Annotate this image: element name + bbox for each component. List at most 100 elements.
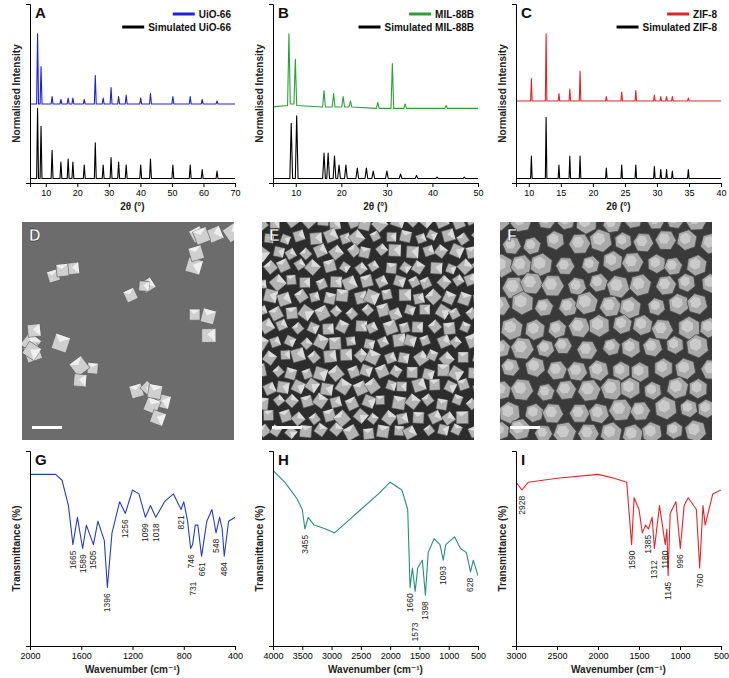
particle-facet — [345, 308, 352, 314]
panel: 200016001200800400Wavenumber (cm⁻¹)Trans… — [11, 451, 243, 675]
tick-mark — [46, 183, 47, 187]
particle-facet — [515, 295, 527, 308]
tick-mark — [235, 183, 236, 187]
peak-label: 1145 — [663, 581, 673, 600]
particle-facet — [571, 280, 581, 290]
particle — [568, 277, 587, 295]
particle — [313, 366, 328, 381]
spectrum-line — [516, 474, 721, 575]
particle-facet — [283, 292, 292, 304]
particle — [429, 379, 440, 390]
particle-facet — [668, 424, 677, 434]
tick-mark — [140, 183, 141, 187]
particle-facet — [604, 381, 617, 393]
tick-mark — [332, 646, 333, 650]
particle-facet — [690, 258, 701, 270]
legend-item: Simulated UiO-66 — [122, 22, 231, 33]
particle — [262, 397, 269, 410]
particle — [556, 258, 575, 275]
particle-facet — [262, 364, 264, 370]
particle — [262, 364, 267, 379]
particle — [280, 234, 291, 245]
panel-letter: F — [507, 227, 517, 244]
peak-label: 1505 — [88, 550, 98, 569]
particle-facet — [353, 381, 364, 388]
particle-facet — [298, 230, 305, 240]
particle — [150, 410, 167, 427]
particle-facet — [606, 254, 617, 266]
tick-label: 30 — [104, 188, 114, 198]
tick: 30 — [382, 183, 392, 198]
particle-facet — [335, 305, 342, 311]
particle-facet — [506, 280, 519, 292]
particle — [324, 292, 337, 305]
particle-facet — [424, 305, 430, 315]
particle-facet — [418, 378, 427, 390]
panel-letter: G — [35, 451, 47, 468]
particle-facet — [549, 234, 559, 245]
particle — [698, 399, 712, 418]
particle-facet — [316, 278, 325, 283]
tick-label: 40 — [428, 188, 438, 198]
particle-facet — [403, 354, 410, 364]
tick: 10 — [41, 183, 51, 198]
particle — [361, 394, 376, 409]
particle-facet — [297, 347, 306, 359]
tick-label: 2000 — [20, 651, 40, 661]
particle-facet — [72, 262, 79, 274]
particle — [466, 398, 474, 410]
particle-facet — [356, 229, 366, 238]
particle-facet — [465, 307, 472, 313]
particle — [609, 399, 633, 421]
particle-facet — [537, 428, 547, 437]
particle — [262, 222, 269, 232]
particle — [330, 276, 342, 288]
particle — [643, 337, 663, 356]
sem-content — [22, 222, 234, 440]
particle — [450, 423, 462, 435]
particle — [399, 289, 411, 301]
particle-facet — [646, 340, 657, 351]
plot-marks — [30, 474, 235, 587]
peak-label: 1256 — [120, 519, 130, 538]
particle — [263, 260, 278, 275]
particle-facet — [413, 412, 424, 417]
x-axis: 10203040506070 — [31, 183, 241, 198]
particle — [314, 423, 328, 437]
particle-facet — [47, 269, 58, 275]
particle — [633, 315, 653, 336]
particle-facet — [606, 222, 616, 227]
particle-facet — [704, 236, 712, 248]
particle — [371, 222, 388, 233]
tick: 3500 — [293, 646, 313, 661]
particle — [405, 222, 421, 228]
particle-facet — [311, 384, 320, 393]
particle — [415, 233, 426, 244]
particle — [457, 378, 470, 391]
particle — [648, 254, 665, 274]
particle-facet — [669, 339, 678, 349]
particle-facet — [423, 424, 430, 429]
particle-facet — [443, 322, 454, 327]
particle-facet — [314, 305, 325, 312]
particle — [423, 424, 435, 436]
particle — [417, 222, 435, 229]
particle-facet — [657, 361, 667, 372]
particle — [655, 231, 676, 250]
particle-facet — [425, 222, 435, 229]
peak-label: 746 — [186, 554, 196, 568]
tick-label: 35 — [684, 188, 694, 198]
particle-facet — [282, 383, 290, 394]
tick-mark — [419, 646, 420, 650]
particle — [642, 422, 662, 440]
particle-facet — [562, 300, 573, 310]
x-axis: 10152025303540 — [517, 183, 727, 198]
particle-facet — [528, 322, 539, 334]
particle — [437, 424, 449, 436]
particle — [364, 378, 381, 395]
particle — [412, 322, 423, 333]
particle — [292, 322, 305, 335]
particle-facet — [537, 301, 547, 311]
particle-facet — [470, 222, 474, 223]
particle-facet — [441, 222, 450, 224]
